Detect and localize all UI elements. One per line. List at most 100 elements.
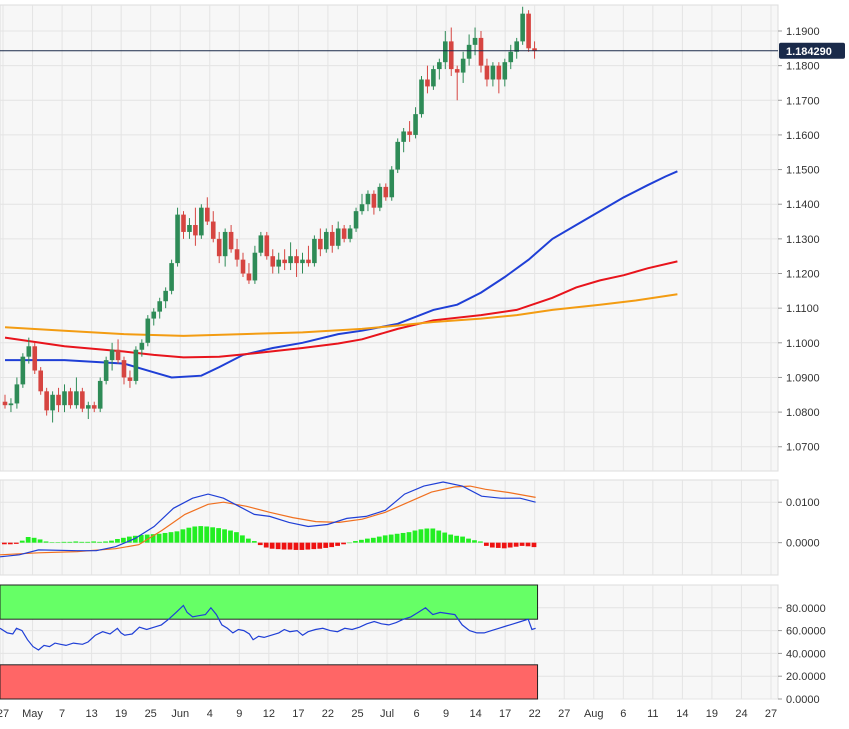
macd-histogram-bar [466,538,471,543]
candle-body [8,403,14,406]
date-tick-label: 27 [0,708,9,720]
candle [306,245,311,267]
candle-body [163,290,168,302]
macd-histogram [2,526,537,550]
rsi-tick-label: 20.0000 [786,671,826,683]
macd-histogram-bar [85,541,91,543]
macd-histogram-bar [156,533,162,543]
candlestick-series [2,6,537,423]
candle-body [466,44,472,59]
macd-histogram-bar [507,542,513,548]
sma100-line [4,260,678,359]
candle [365,190,371,212]
candle-body [443,41,448,63]
price-tick-label: 1.1300 [786,234,820,246]
candle [56,387,61,413]
macd-histogram-bar [13,542,19,544]
candle-body [413,114,418,135]
candle-body [526,13,531,49]
candle-body [145,318,151,343]
date-tick-label: 22 [529,708,541,720]
macd-histogram-bar [61,541,67,543]
sma50-line [5,170,678,379]
candle-body [14,384,20,404]
date-tick-label: 19 [706,708,718,720]
macd-panel-background [0,479,779,576]
candle-body [74,391,79,406]
candle-body [270,256,276,267]
macd-histogram-bar [460,536,465,543]
macd-histogram-bar [448,534,454,543]
candle [187,218,192,239]
macd-histogram-bar [132,535,138,543]
candle [127,370,133,388]
date-tick-label: 27 [558,708,570,720]
macd-signal-line [0,485,536,556]
macd-histogram-bar [7,542,13,545]
candle-body [205,207,210,222]
candle-body [282,259,287,264]
candle [44,387,49,416]
macd-histogram-bar [19,540,25,543]
date-tick-label: 9 [236,708,242,720]
macd-histogram-bar [73,541,79,543]
candle [484,58,490,87]
candle [240,252,246,277]
rsi-axis-ticks: 80.0000 60.0000 40.0000 20.0000 0.0000 [778,603,826,706]
candle [270,249,276,274]
candle-body [478,37,484,66]
macd-histogram-bar [412,530,418,543]
candle [329,225,335,253]
macd-histogram-bar [287,542,293,550]
macd-axis-ticks: 0.0100 0.0000 [778,497,820,550]
candle [133,346,139,385]
candle [300,252,305,274]
candle-body [175,214,180,264]
candle-body [389,169,395,198]
candle-body [300,259,305,264]
candle [169,259,174,295]
date-tick-label: 19 [115,708,127,720]
candle [347,225,353,243]
macd-histogram-bar [454,535,460,543]
macd-histogram-bar [198,526,204,543]
macd-histogram-bar [138,534,144,543]
candle-body [276,259,281,267]
macd-histogram-bar [424,528,430,543]
moving-average-lines [4,170,678,379]
candle [216,231,222,264]
macd-histogram-bar [174,531,180,543]
candle [62,384,67,413]
candle-body [109,349,115,361]
price-tick-label: 1.1500 [786,165,820,177]
candle-body [359,204,365,212]
candle [86,401,91,420]
candle-body [86,405,91,409]
macd-histogram-bar [382,535,388,543]
rsi-line-group [0,604,536,651]
macd-histogram-bar [489,542,495,548]
candle-body [199,207,204,236]
candle-body [377,186,383,208]
candle [163,287,168,309]
rsi-oversold-zone [0,664,539,700]
candle [526,10,531,52]
macd-histogram-bar [442,532,448,543]
candle-body [121,360,127,378]
candle [478,30,484,73]
candle-body [68,391,73,406]
candle-body [80,391,85,409]
candle [335,221,341,250]
price-tick-label: 1.1800 [786,61,820,73]
date-tick-label: 17 [499,708,511,720]
candle-body [520,13,525,42]
macd-histogram-bar [299,542,305,550]
candle-body [127,377,133,381]
candle-body [50,394,55,411]
date-tick-label: Aug [584,708,604,720]
macd-histogram-bar [519,542,525,546]
candle [50,391,55,423]
candle-body [169,263,174,291]
macd-histogram-bar [49,542,55,543]
